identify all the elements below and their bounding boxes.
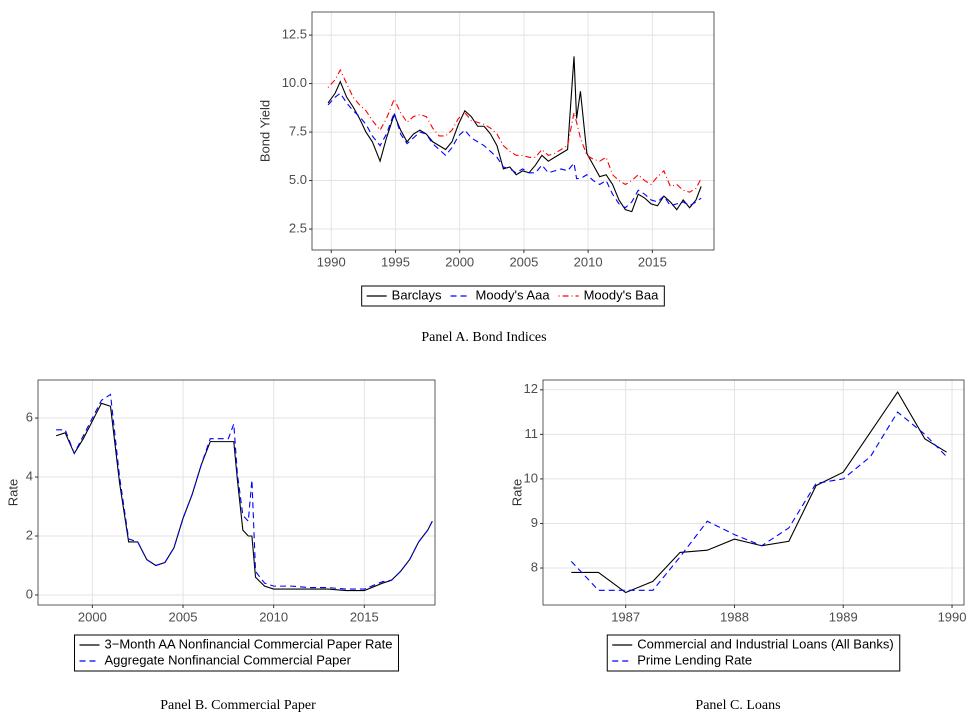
series-line — [327, 56, 702, 213]
plot-frame — [37, 379, 436, 606]
legend-label: Aggregate Nonfinancial Commercial Paper — [105, 652, 352, 667]
panel-caption: Panel A. Bond Indices — [421, 330, 546, 345]
series-line — [327, 92, 702, 209]
legend-box — [361, 285, 665, 307]
x-tick-label: 2015 — [350, 609, 379, 624]
legend: 3−Month AA Nonfinancial Commercial Paper… — [74, 634, 399, 672]
x-tick-label: 2015 — [638, 254, 667, 269]
legend-label: Moody's Aaa — [476, 287, 551, 302]
x-tick-label: 1989 — [829, 609, 858, 624]
y-tick-label: 2 — [26, 527, 33, 542]
legend-label: Moody's Baa — [584, 287, 660, 302]
legend: Barclays Moody's Aaa Moody's Baa — [361, 285, 665, 307]
legend-label: Prime Lending Rate — [637, 652, 752, 667]
x-tick-label: 2010 — [259, 609, 288, 624]
y-tick-label: 7.5 — [289, 124, 307, 139]
x-tick-label: 1988 — [720, 609, 749, 624]
panel-caption: Panel B. Commercial Paper — [160, 698, 316, 713]
y-tick-label: 11 — [525, 426, 539, 441]
legend-label: Barclays — [392, 287, 442, 302]
x-tick-label: 1990 — [938, 609, 967, 624]
legend: Commercial and Industrial Loans (All Ban… — [606, 634, 901, 672]
legend-box — [74, 634, 399, 672]
x-tick-label: 2000 — [78, 609, 107, 624]
plot-frame — [542, 379, 965, 606]
x-tick-label: 2005 — [169, 609, 198, 624]
y-axis-label: Rate — [509, 479, 524, 506]
y-tick-label: 6 — [26, 409, 33, 424]
y-tick-label: 10 — [524, 470, 538, 485]
series-line — [56, 393, 433, 590]
x-tick-label: 1995 — [381, 254, 410, 269]
legend-label: 3−Month AA Nonfinancial Commercial Paper… — [105, 636, 393, 651]
series-line — [571, 390, 947, 594]
y-tick-label: 2.5 — [289, 220, 307, 235]
y-tick-label: 5.0 — [289, 172, 307, 187]
y-tick-label: 8 — [531, 559, 538, 574]
legend-box — [606, 634, 901, 672]
series-line — [327, 68, 702, 193]
x-tick-label: 2000 — [445, 254, 474, 269]
y-tick-label: 12 — [524, 381, 538, 396]
y-tick-label: 12.5 — [282, 27, 307, 42]
y-axis-label: Rate — [5, 479, 20, 506]
x-tick-label: 1990 — [317, 254, 346, 269]
y-tick-label: 9 — [531, 515, 538, 530]
series-line — [570, 411, 947, 591]
y-tick-label: 4 — [26, 468, 33, 483]
legend-label: Commercial and Industrial Loans (All Ban… — [637, 636, 894, 651]
y-tick-label: 0 — [26, 586, 33, 601]
plot-frame — [311, 11, 715, 251]
panel-caption: Panel C. Loans — [695, 698, 780, 713]
series-line — [55, 402, 433, 592]
x-tick-label: 2010 — [574, 254, 603, 269]
x-tick-label: 2005 — [509, 254, 538, 269]
y-tick-label: 10.0 — [282, 75, 307, 90]
x-tick-label: 1987 — [611, 609, 640, 624]
y-axis-label: Bond Yield — [257, 100, 272, 162]
